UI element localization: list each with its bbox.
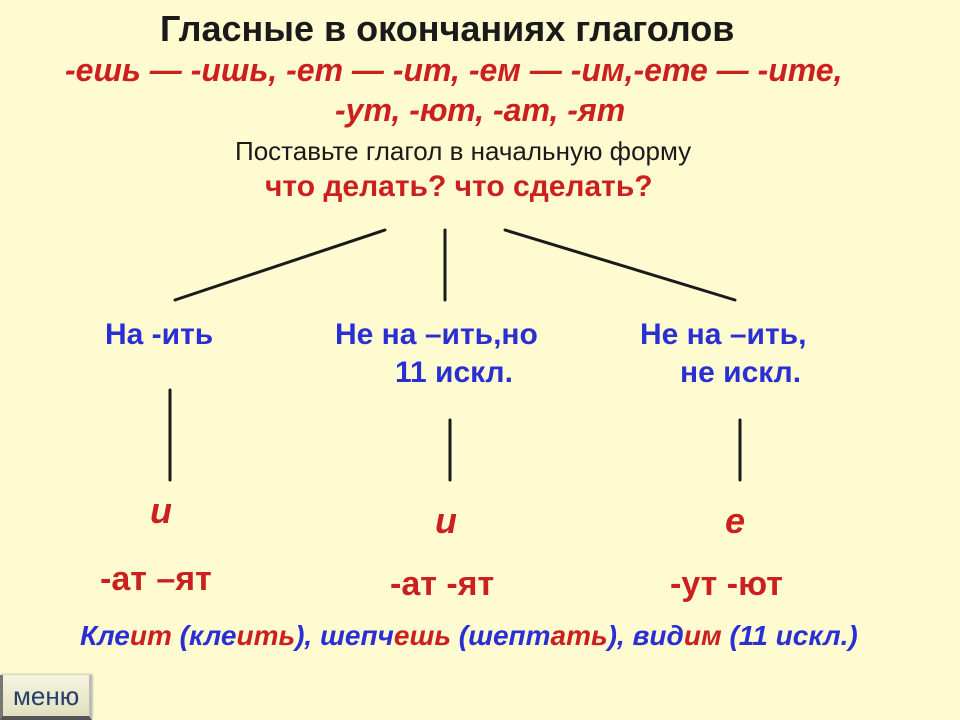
ex-highlight: ать — [551, 620, 608, 651]
ex-text: Кле — [80, 620, 130, 651]
branch-2-plural: -ат -ят — [390, 565, 494, 604]
endings-line-2: -ут, -ют, -ат, -ят — [335, 92, 625, 129]
branch-2-vowel: и — [435, 500, 457, 542]
menu-button[interactable]: меню — [0, 675, 92, 720]
branch-3-label-line2: не искл. — [680, 356, 801, 390]
branch-3-plural: -ут -ют — [670, 565, 783, 604]
examples-line: Клеит (клеить), шепчешь (шептать), видим… — [80, 620, 858, 652]
ex-highlight: ит — [130, 620, 172, 651]
branch-2-label-line2: 11 искл. — [395, 356, 513, 390]
ex-text: (шепт — [451, 620, 551, 651]
instruction-text: Поставьте глагол в начальную форму — [235, 136, 691, 167]
ex-text: (кле — [172, 620, 237, 651]
branch-1-plural: -ат –ят — [100, 560, 212, 599]
branch-2-label-line1: Не на –ить,но — [335, 318, 538, 352]
menu-label: меню — [13, 681, 79, 711]
branch-3-label-line1: Не на –ить, — [640, 318, 806, 352]
heading: Гласные в окончаниях глаголов — [160, 8, 734, 50]
question-text: что делать? что сделать? — [265, 170, 653, 204]
ex-text: ), вид — [608, 620, 684, 651]
endings-line-1: -ешь — -ишь, -ет — -ит, -ем — -им,-ете —… — [65, 52, 842, 89]
branch-3-vowel: е — [725, 500, 745, 542]
ex-highlight: ить — [236, 620, 295, 651]
slide-canvas: Гласные в окончаниях глаголов -ешь — -иш… — [0, 0, 960, 720]
branch-1-label: На -ить — [105, 318, 213, 352]
ex-highlight: им — [684, 620, 722, 651]
branch-1-vowel: и — [150, 490, 172, 532]
ex-highlight: ешь — [394, 620, 451, 651]
ex-text: ), шепч — [295, 620, 394, 651]
ex-text: (11 искл.) — [722, 620, 858, 651]
